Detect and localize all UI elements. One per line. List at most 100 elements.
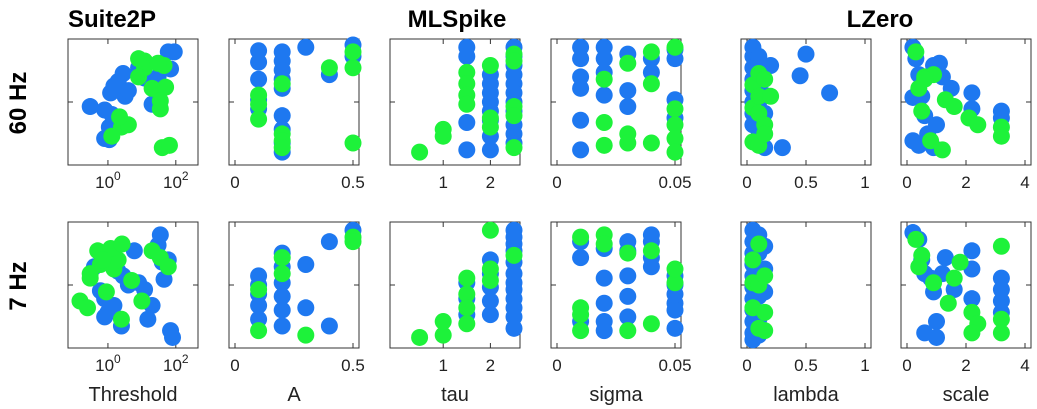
data-point-blue	[619, 82, 637, 100]
x-tick-label: 0	[902, 356, 911, 375]
group-title-mlspike: MLSpike	[408, 6, 507, 33]
data-point-green	[925, 274, 943, 292]
data-point-green	[910, 258, 928, 276]
data-point-blue	[273, 107, 291, 125]
x-tick-label: 0	[552, 173, 561, 192]
axes-box	[550, 38, 682, 166]
data-point-green	[481, 221, 499, 239]
data-point-blue	[963, 290, 981, 308]
data-point-blue	[320, 233, 338, 251]
data-point-green	[505, 246, 523, 264]
axes-box	[389, 221, 521, 349]
data-point-green	[969, 116, 987, 134]
figure-text-layer: Suite2P MLSpike LZero 60 Hz 7 Hz	[5, 6, 913, 311]
row-label-7hz: 7 Hz	[5, 261, 32, 310]
data-point-blue	[666, 301, 684, 319]
data-point-blue	[928, 328, 945, 346]
data-point-green	[151, 92, 169, 110]
data-point-blue	[572, 111, 590, 129]
data-point-blue	[619, 287, 637, 305]
x-axis-label: sigma	[589, 384, 643, 406]
data-point-green	[756, 70, 774, 88]
data-point-blue	[297, 38, 315, 56]
x-tick-label: 4	[1020, 173, 1029, 192]
data-point-blue	[572, 141, 590, 159]
data-point-blue	[481, 292, 499, 310]
x-axis-label: lambda	[773, 384, 839, 406]
data-point-green	[992, 324, 1010, 342]
data-point-green	[572, 322, 590, 340]
data-point-green	[344, 134, 362, 152]
data-point-green	[916, 70, 934, 88]
data-point-blue	[821, 84, 839, 102]
data-point-green	[250, 322, 268, 340]
x-tick-label: 0	[230, 173, 239, 192]
data-point-blue	[105, 77, 123, 95]
data-point-green	[458, 299, 476, 317]
data-point-blue	[151, 226, 169, 244]
data-point-green	[992, 310, 1010, 328]
data-point-blue	[797, 45, 815, 63]
data-point-green	[666, 274, 684, 292]
x-tick-label: 0.5	[341, 356, 365, 375]
x-tick-label: 2	[486, 173, 495, 192]
data-point-blue	[99, 303, 117, 321]
data-point-green	[762, 87, 780, 105]
data-point-blue	[273, 317, 291, 335]
data-point-green	[344, 43, 362, 61]
data-point-green	[157, 78, 175, 96]
data-point-green	[619, 54, 637, 72]
scatter-panel: 0 2 4 scale	[900, 221, 1032, 406]
data-point-green	[130, 50, 148, 68]
data-point-green	[481, 260, 499, 278]
data-point-green	[123, 271, 141, 289]
x-axis-label: scale	[943, 384, 990, 406]
data-point-blue	[619, 308, 637, 326]
data-point-blue	[619, 98, 637, 116]
data-point-blue	[963, 242, 981, 260]
x-tick-label: 100	[95, 169, 121, 192]
data-point-green	[81, 265, 99, 283]
data-point-green	[595, 114, 613, 132]
scatter-panel: 0 0.05	[550, 38, 692, 192]
data-point-blue	[595, 294, 613, 312]
data-point-blue	[963, 84, 981, 102]
x-tick-label: 102	[163, 169, 189, 192]
data-point-blue	[159, 43, 177, 61]
data-point-green	[505, 52, 523, 70]
data-point-green	[159, 258, 177, 276]
data-point-blue	[273, 301, 291, 319]
data-point-green	[945, 269, 963, 287]
data-point-blue	[458, 114, 476, 132]
data-point-green	[642, 43, 660, 61]
data-point-green	[666, 260, 684, 278]
data-point-blue	[320, 317, 338, 335]
x-tick-label: 0	[902, 173, 911, 192]
data-point-green	[97, 283, 115, 301]
x-tick-label: 0	[742, 173, 751, 192]
data-point-blue	[250, 53, 268, 71]
data-point-green	[411, 143, 429, 161]
scatter-panel: 0 0.5 1	[740, 38, 872, 192]
data-point-green	[951, 253, 969, 271]
x-tick-label: 1	[860, 356, 869, 375]
axes-box	[228, 221, 360, 349]
x-tick-label: 1	[438, 356, 447, 375]
axes-box	[389, 38, 521, 166]
data-point-blue	[936, 249, 954, 267]
axes-box	[228, 38, 360, 166]
data-point-green	[642, 315, 660, 333]
data-point-green	[111, 108, 129, 126]
data-point-green	[756, 267, 774, 285]
data-point-green	[79, 299, 97, 317]
data-point-green	[572, 306, 590, 324]
data-point-green	[458, 315, 476, 333]
data-point-green	[133, 292, 151, 310]
data-point-green	[481, 57, 499, 75]
data-point-green	[666, 38, 684, 56]
data-point-blue	[297, 255, 315, 273]
data-point-green	[939, 294, 957, 312]
data-point-green	[297, 326, 315, 344]
